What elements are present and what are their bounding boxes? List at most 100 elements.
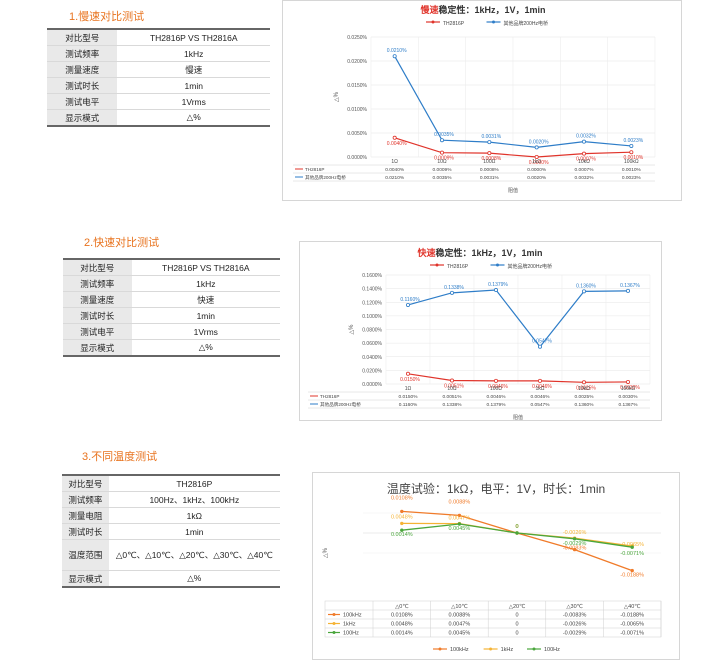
y-tick-label: 0.0400% [362,355,382,361]
spec-key: 显示模式 [62,570,109,588]
data-label: 0.0088% [449,499,471,505]
data-point [629,150,634,155]
spec-key: 测试时长 [47,77,118,94]
data-label: 0.0150% [400,377,420,383]
data-point [625,288,630,293]
series-line-其他品牌200Hz电桥 [407,289,629,348]
spec-table-fast: 对比型号 TH2816P VS TH2816A 测试频率 1kHz 测量速度 快速 测… [63,258,280,357]
y-tick-label: 0.1000% [362,314,382,320]
table-cell: -0.0026% [563,622,587,628]
table-cell: 0.0000% [527,167,547,173]
x-category-label: △10℃ [451,603,468,610]
table-cell: 0.0035% [433,175,453,181]
data-point [629,143,634,148]
table-legend-marker [332,622,336,625]
data-label: 0.1379% [488,282,508,288]
spec-key: 测试时长 [62,523,109,540]
data-point [400,509,404,514]
data-label: 0.0051% [444,384,464,390]
data-label: 0.0048% [391,514,413,520]
table-series-name: 其他品牌200Hz电桥 [305,174,346,181]
spec-key: 显示模式 [63,339,132,357]
chart-temperature-svg: 温度试验：1kΩ，电平：1V，时长：1min △% 0.0108% 0.0088% 0 -… [323,481,662,653]
data-point [581,380,586,385]
spec-value: 1kHz [131,275,280,292]
data-label: -0.0188% [620,573,644,579]
table-legend-marker [332,613,336,616]
table-cell: 0.1160% [399,402,418,408]
x-category-label: 1Ω [405,386,412,392]
x-category-label: 1kΩ [535,386,544,392]
data-point [625,379,630,384]
data-point [392,135,397,140]
chart-title-highlight: 快速 [417,247,435,258]
data-label: 0.0014% [391,532,413,538]
data-point [493,288,498,293]
table-cell: 0.0031% [480,175,500,181]
table-cell: 0.1360% [575,402,595,408]
data-point [581,139,586,144]
spec-key: 测试电平 [63,323,132,340]
table-series-name: TH2816P [320,394,339,399]
data-point [449,290,454,295]
x-category-label: △30℃ [566,603,583,610]
spec-value: 1kΩ [108,507,280,524]
data-point [406,371,411,376]
data-label: -0.0065% [620,542,644,548]
spec-key: 测试频率 [47,45,118,62]
table-series-name: 100kHz [343,613,362,619]
data-point [439,138,444,143]
table-cell: 0.0047% [449,622,471,628]
legend-marker [496,263,499,267]
table-cell: 0.0030% [619,394,639,400]
y-tick-label: 0.1200% [362,300,382,306]
y-tick-label: 0.1400% [362,287,382,293]
x-category-label: △0℃ [395,603,408,610]
table-cell: 0.1338% [443,402,463,408]
legend-label: 100Hz [544,647,560,653]
table-cell: 0 [515,613,518,619]
spec-key: 测量速度 [63,291,132,308]
spec-value: 慢速 [117,61,270,78]
data-point [581,289,586,294]
spec-value: TH2816P [108,474,280,492]
data-label: 0.0000% [529,160,549,166]
table-cell: 0.0014% [391,631,413,637]
spec-value: TH2816P VS TH2816A [117,28,270,46]
data-label: 0.0047% [449,516,471,522]
x-category-label: 100kΩ [624,159,639,165]
series-line-TH2816P [394,137,632,158]
x-category-label: △20℃ [509,603,526,610]
data-point [457,513,462,518]
chart-title: 慢速稳定性：1kHz，1V，1min [420,4,545,15]
legend-label: TH2816P [443,21,465,27]
data-label: 0.0045% [449,526,471,532]
data-label: 0.0032% [576,134,596,140]
spec-value: △% [131,339,280,357]
spec-key: 测试频率 [62,491,109,508]
chart-title-rest: 稳定性：1kHz，1V，1min [438,4,545,15]
data-label: 0.0020% [529,139,549,145]
data-label: -0.0029% [563,541,587,547]
data-label: 0.1160% [400,297,420,303]
y-tick-label: 0.0000% [362,382,382,388]
table-cell: 0.0020% [527,175,547,181]
series-line-TH2816P [407,373,629,383]
legend-marker [532,647,536,651]
table-cell: 0.0088% [449,613,471,619]
data-point [572,547,577,552]
table-cell: -0.0029% [563,631,587,637]
x-category-label: 1kΩ [532,159,541,165]
table-legend-marker [332,631,336,634]
spec-value: 1kHz [117,45,270,62]
data-label: 0 [515,524,518,530]
chart-fast-stability: 快速稳定性：1kHz，1V，1min TH2816P 其他品牌200Hz电桥 △% 0.… [299,241,662,421]
data-label: 0.0547% [532,339,552,345]
legend-label: 100kHz [450,647,469,653]
chart-temperature: 温度试验：1kΩ，电平：1V，时长：1min △% 0.0108% 0.0088% 0 -… [312,472,680,660]
table-cell: 0.1379% [487,402,507,408]
data-point [515,531,519,535]
data-label: -0.0026% [563,530,587,536]
spec-key: 温度范围 [62,539,109,571]
spec-key: 显示模式 [47,109,118,127]
